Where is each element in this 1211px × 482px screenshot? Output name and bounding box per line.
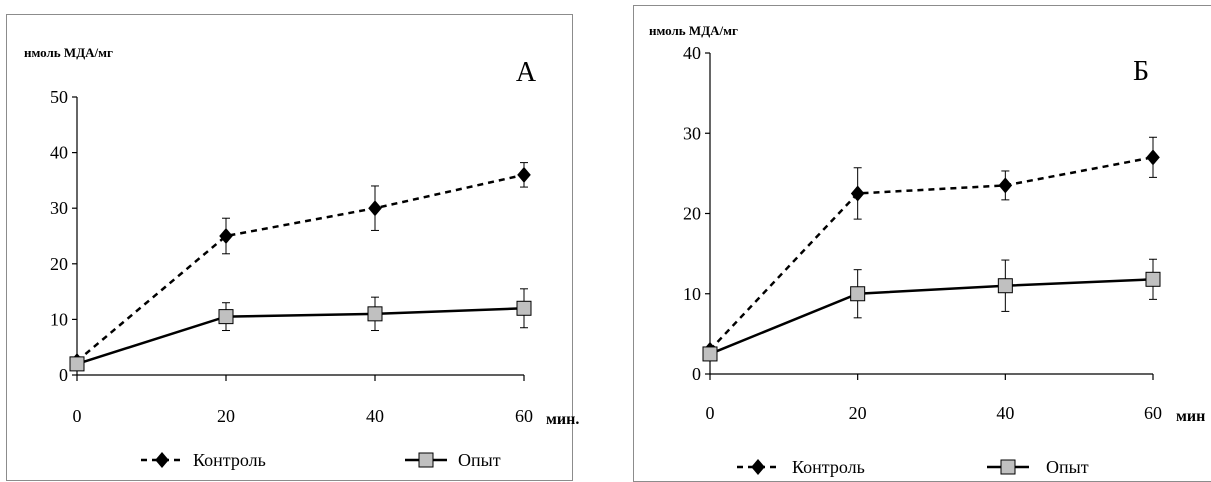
data-point [702, 346, 718, 362]
x-tick-label: 60 [1144, 403, 1162, 423]
y-tick-label: 10 [50, 309, 68, 329]
data-point [517, 166, 531, 183]
y-tick-label: 20 [50, 254, 68, 274]
y-axis-label: нмоль МДА/мг [24, 45, 113, 60]
series-control [703, 136, 1160, 358]
y-tick-label: 30 [50, 198, 68, 218]
y-tick-label: 40 [683, 43, 701, 63]
y-tick-label: 20 [683, 204, 701, 224]
legend-marker [1000, 459, 1016, 475]
data-point [850, 185, 865, 202]
panel-b: 0 10 20 30 40 0 20 40 60 нмоль МДА/мг мин Б Контроль… [649, 23, 1205, 477]
data-point [516, 300, 532, 316]
data-point [997, 278, 1013, 294]
x-axis-unit: мин [1176, 408, 1205, 425]
legend-label: Контроль [193, 450, 266, 470]
data-point [1145, 271, 1161, 287]
data-point [998, 177, 1013, 194]
legend-label: Опыт [458, 450, 501, 470]
series-line [709, 278, 1154, 356]
series-line [709, 156, 1154, 351]
legend-label: Опыт [1046, 457, 1089, 477]
legend-label: Контроль [792, 457, 865, 477]
y-tick-label: 30 [683, 123, 701, 143]
y-tick-label: 40 [50, 143, 68, 163]
y-axis-label: нмоль МДА/мг [649, 23, 738, 38]
panel-label: Б [1133, 56, 1149, 87]
x-tick-label: 0 [73, 406, 82, 426]
data-point [219, 228, 233, 244]
x-tick-label: 40 [996, 403, 1014, 423]
panel-a-frame [6, 14, 573, 481]
y-tick-label: 50 [50, 87, 68, 107]
x-tick-label: 20 [849, 403, 867, 423]
data-point [367, 306, 383, 322]
panel-label: А [516, 57, 537, 88]
panel-b-frame [633, 5, 1211, 482]
legend: Контроль Опыт [141, 450, 501, 470]
series-line [76, 173, 525, 363]
series-experiment [702, 258, 1161, 362]
y-tick-label: 10 [683, 284, 701, 304]
x-tick-label: 20 [217, 406, 235, 426]
data-point [1146, 149, 1160, 166]
x-axis-unit: мин. [546, 411, 579, 428]
x-tick-label: 40 [366, 406, 384, 426]
x-tick-label: 60 [515, 406, 533, 426]
y-tick-label: 0 [692, 364, 701, 384]
series-line [76, 307, 525, 366]
panel-a: 0 10 20 30 40 50 0 20 40 60 нмоль МДА/мг мин. А Контр… [24, 45, 579, 470]
series-experiment [69, 288, 532, 372]
data-point [218, 309, 234, 325]
y-tick-label: 0 [59, 365, 68, 385]
legend-marker [418, 452, 434, 468]
legend-marker [751, 459, 765, 475]
x-tick-label: 0 [706, 403, 715, 423]
data-point [368, 200, 382, 217]
legend-marker [155, 452, 169, 468]
legend: Контроль Опыт [737, 457, 1089, 477]
data-point [69, 356, 85, 372]
data-point [850, 286, 866, 302]
